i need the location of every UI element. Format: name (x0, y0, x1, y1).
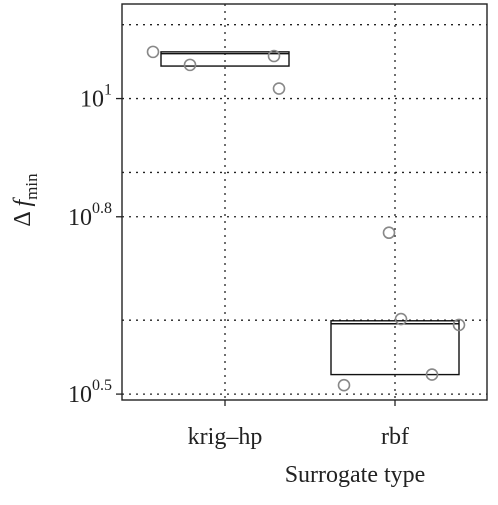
y-tick-base: 10 (80, 87, 104, 113)
y-tick-exponent: 1 (104, 82, 112, 99)
y-axis-title: Δ fmin (10, 173, 41, 227)
y-tick-label: 100.8 (68, 200, 112, 231)
point (183, 58, 197, 72)
y-tick-exponent: 0.5 (92, 377, 112, 394)
y-tick-label: 100.5 (68, 377, 112, 408)
point (272, 82, 286, 95)
point (394, 312, 408, 326)
point (425, 368, 439, 381)
y-tick-base: 10 (68, 205, 92, 231)
point (382, 226, 396, 240)
point (146, 45, 160, 59)
plot-frame (121, 3, 488, 401)
point (267, 49, 281, 63)
y-tick-base: 10 (68, 382, 92, 408)
y-title-var: f (10, 197, 36, 207)
x-axis-title: Surrogate type (285, 462, 426, 488)
y-title-delta: Δ (10, 212, 36, 227)
point (337, 378, 351, 392)
y-title-sub: min (22, 173, 41, 200)
x-tick-label: krig–hp (188, 424, 263, 450)
box (160, 51, 290, 67)
x-tick-label: rbf (381, 424, 409, 450)
y-tick-label: 101 (80, 82, 112, 113)
y-tick-exponent: 0.8 (92, 200, 112, 217)
point (452, 318, 466, 332)
